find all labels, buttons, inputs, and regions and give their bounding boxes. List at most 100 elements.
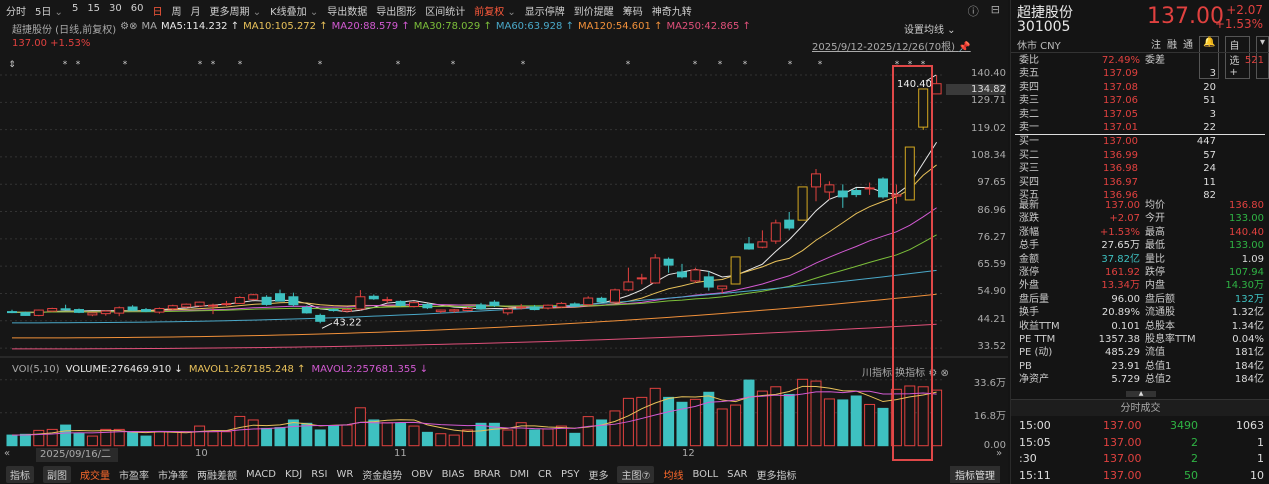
candle[interactable] [784, 211, 795, 231]
indicator-manage-button[interactable]: 指标管理 [950, 466, 1000, 483]
toolbar-item[interactable]: 5 [71, 3, 79, 14]
candle[interactable] [342, 308, 352, 313]
candle[interactable] [261, 295, 272, 306]
candle[interactable] [275, 289, 285, 302]
bell-icon[interactable]: 🔔 [1199, 36, 1220, 79]
toolbar-item[interactable]: 月 [190, 7, 201, 18]
candle[interactable] [194, 301, 205, 307]
volume-bar[interactable] [368, 419, 380, 447]
margin-button[interactable]: 融 [1167, 40, 1177, 51]
volume-bar[interactable] [46, 428, 58, 447]
candle[interactable] [904, 146, 915, 201]
volume-bar[interactable] [140, 435, 152, 447]
info-icon[interactable]: ⓘ [967, 5, 979, 18]
indicator-tab[interactable]: OBV [411, 468, 433, 480]
indicator-tab[interactable]: 资金趋势 [362, 470, 403, 482]
volume-bar[interactable] [596, 419, 608, 447]
indicator-tab[interactable]: WR [336, 468, 354, 480]
event-marker-icon[interactable]: * [788, 60, 793, 70]
volume-bar[interactable] [502, 429, 514, 447]
candle[interactable] [623, 267, 634, 292]
volume-bar[interactable] [381, 422, 393, 447]
indicator-tab[interactable]: 市净率 [158, 470, 188, 482]
date-range[interactable]: 2025/9/12-2025/12/26(70根) 📌 [812, 38, 971, 53]
volume-bar[interactable] [890, 388, 902, 447]
volume-bar[interactable] [180, 431, 192, 447]
candle[interactable] [878, 177, 888, 199]
candle[interactable] [663, 257, 674, 273]
volume-bar[interactable] [756, 390, 768, 447]
volume-bar[interactable] [542, 428, 554, 447]
candle[interactable] [462, 306, 473, 312]
indicator-tab[interactable]: BRAR [473, 468, 501, 480]
candle[interactable] [74, 308, 84, 314]
candle[interactable] [288, 292, 299, 307]
collapse-toggle[interactable]: ▲ [1126, 391, 1156, 397]
candle[interactable] [918, 88, 929, 130]
volume-bar[interactable] [730, 404, 742, 447]
candle[interactable] [757, 230, 768, 249]
candle[interactable] [301, 305, 312, 314]
candle[interactable] [7, 309, 17, 314]
indicator-tab[interactable]: SAR [727, 468, 748, 480]
volume-bar[interactable] [408, 425, 420, 447]
candle[interactable] [141, 308, 151, 313]
volume-bar[interactable] [261, 427, 273, 447]
event-marker-icon[interactable]: * [76, 60, 81, 70]
toolbar-item[interactable]: 区间统计 [425, 7, 466, 18]
event-marker-icon[interactable]: * [693, 60, 698, 70]
indicator-tab[interactable]: BIAS [441, 468, 465, 480]
volume-bar[interactable] [797, 378, 809, 447]
volume-bar[interactable] [877, 407, 889, 447]
watchlist-dropdown[interactable]: ▾ [1255, 36, 1269, 79]
volume-bar[interactable] [462, 429, 474, 447]
event-marker-icon[interactable]: * [626, 60, 631, 70]
candle[interactable] [47, 307, 58, 313]
volume-bar[interactable] [636, 396, 648, 447]
volume-bar[interactable] [864, 403, 876, 447]
volume-bar[interactable] [274, 427, 286, 447]
event-marker-icon[interactable]: * [396, 60, 401, 70]
candle[interactable] [864, 182, 875, 195]
toolbar-item[interactable]: 5日 [35, 3, 63, 18]
volume-bar[interactable] [220, 431, 232, 447]
volume-bar[interactable] [153, 431, 165, 447]
candle[interactable] [502, 308, 513, 316]
indicator-tab[interactable]: 更多指标 [756, 470, 797, 482]
volume-bar[interactable] [743, 379, 755, 447]
candle[interactable] [744, 236, 754, 250]
candle[interactable] [516, 303, 527, 310]
volume-bar[interactable] [663, 396, 675, 447]
volume-bar[interactable] [234, 415, 246, 447]
indicator-tab[interactable]: RSI [311, 468, 328, 480]
toolbar-item[interactable]: 日 [152, 7, 163, 18]
watchlist-button[interactable]: 自选 + [1225, 36, 1250, 79]
connect-button[interactable]: 通 [1183, 40, 1193, 51]
volume-bar[interactable] [435, 433, 447, 447]
event-marker-icon[interactable]: * [238, 60, 243, 70]
candle[interactable] [489, 300, 500, 307]
indicator-tab[interactable]: MACD [246, 468, 276, 480]
toolbar-item[interactable]: 显示停牌 [524, 7, 565, 18]
indicator-tab[interactable]: 主图⑦ [617, 465, 655, 483]
volume-bar[interactable] [127, 431, 139, 447]
toolbar-item[interactable]: 60 [130, 3, 144, 14]
event-marker-icon[interactable]: ⇕ [8, 60, 16, 70]
candle[interactable] [449, 309, 460, 313]
event-marker-icon[interactable]: * [521, 60, 526, 70]
candle[interactable] [114, 306, 125, 317]
candle[interactable] [167, 304, 178, 311]
candle[interactable] [824, 181, 835, 200]
event-marker-icon[interactable]: * [63, 60, 68, 70]
volume-bar[interactable] [783, 393, 795, 447]
volume-bar[interactable] [6, 434, 18, 447]
volume-bar[interactable] [287, 419, 299, 447]
candle[interactable] [529, 304, 540, 311]
candle[interactable] [154, 307, 165, 314]
toolbar-item[interactable]: 前复权 [474, 3, 516, 18]
indicator-tab[interactable]: 指标 [6, 465, 34, 483]
candle[interactable] [422, 303, 433, 310]
pin-icon[interactable]: 📌 [958, 42, 971, 53]
candle[interactable] [100, 310, 111, 316]
